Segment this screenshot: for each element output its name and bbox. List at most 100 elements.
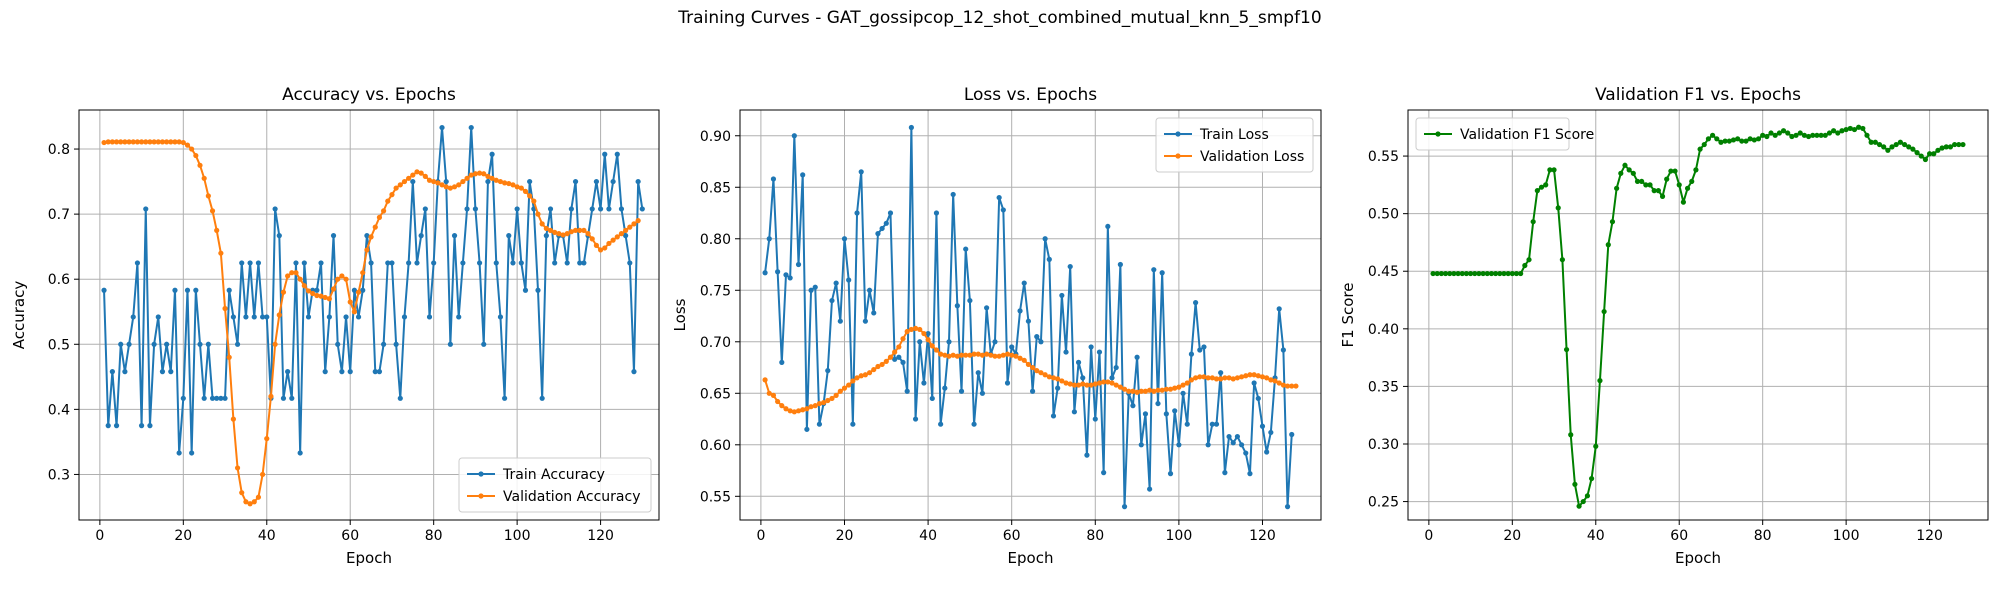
data-point xyxy=(1572,481,1578,487)
data-point xyxy=(1163,386,1169,392)
data-point xyxy=(355,314,362,320)
data-point xyxy=(276,312,282,318)
data-point xyxy=(531,198,537,204)
data-point xyxy=(1209,421,1215,427)
data-point xyxy=(547,227,554,233)
data-point xyxy=(1255,373,1261,379)
data-point xyxy=(1029,388,1036,394)
data-point xyxy=(230,416,236,422)
data-point xyxy=(1289,431,1295,438)
data-point xyxy=(347,369,353,375)
data-point xyxy=(1568,432,1574,438)
data-point xyxy=(414,169,420,175)
data-point xyxy=(1280,382,1286,388)
data-point xyxy=(1088,382,1094,388)
data-point xyxy=(214,395,220,401)
data-point xyxy=(197,341,203,347)
data-point xyxy=(900,336,906,342)
data-point xyxy=(522,287,529,293)
data-point xyxy=(1497,270,1503,277)
data-point xyxy=(376,369,383,375)
data-point xyxy=(1276,380,1282,386)
data-point xyxy=(456,182,462,188)
data-point xyxy=(1080,375,1086,381)
data-point xyxy=(460,260,466,266)
x-axis-title: Epoch xyxy=(346,549,392,567)
data-point xyxy=(1797,130,1803,136)
data-point xyxy=(314,287,320,293)
data-point xyxy=(259,471,266,478)
data-point xyxy=(335,341,341,347)
data-point xyxy=(1063,349,1069,355)
data-point xyxy=(1463,270,1470,277)
data-point xyxy=(1105,379,1111,385)
data-point xyxy=(975,351,981,357)
data-point xyxy=(808,404,814,410)
y-tick-label: 0.70 xyxy=(700,335,731,351)
data-point xyxy=(858,169,864,175)
data-point xyxy=(854,210,860,216)
data-point xyxy=(1876,141,1883,148)
data-point xyxy=(1105,223,1111,230)
data-point xyxy=(589,206,595,212)
data-point xyxy=(197,162,203,168)
data-point xyxy=(1238,374,1245,380)
legend-swatch-marker xyxy=(478,471,484,477)
data-point xyxy=(1772,132,1778,138)
data-point xyxy=(1956,141,1962,148)
data-point xyxy=(825,397,831,404)
data-point xyxy=(422,206,428,212)
data-point xyxy=(833,280,839,286)
data-point xyxy=(933,210,940,216)
data-point xyxy=(376,214,383,220)
data-point xyxy=(1055,385,1061,391)
data-point xyxy=(942,352,948,358)
y-tick-label: 0.90 xyxy=(700,129,731,145)
data-point xyxy=(1029,364,1036,371)
data-point xyxy=(113,139,120,145)
data-point xyxy=(1209,375,1215,381)
data-point xyxy=(1893,141,1899,148)
data-point xyxy=(1538,184,1545,190)
data-point xyxy=(189,450,195,456)
data-point xyxy=(871,310,877,316)
data-point xyxy=(285,273,291,279)
data-point xyxy=(606,240,612,247)
data-point xyxy=(305,314,312,320)
data-point xyxy=(841,385,848,391)
data-point xyxy=(527,178,533,185)
data-point xyxy=(1238,442,1245,448)
data-point xyxy=(770,176,777,182)
data-point xyxy=(218,395,224,401)
data-point xyxy=(800,407,806,413)
data-point xyxy=(1547,167,1553,173)
legend-swatch-marker xyxy=(1175,131,1181,137)
data-point xyxy=(938,421,944,427)
data-point xyxy=(950,352,956,358)
data-point xyxy=(497,178,504,185)
data-point xyxy=(921,330,927,337)
data-point xyxy=(1092,416,1098,422)
data-point xyxy=(1059,378,1065,384)
data-point xyxy=(522,188,529,194)
data-point xyxy=(122,139,128,145)
data-point xyxy=(560,232,566,238)
x-tick-label: 0 xyxy=(756,528,765,544)
data-point xyxy=(439,124,445,131)
data-point xyxy=(118,341,124,347)
data-point xyxy=(272,206,278,212)
data-point xyxy=(226,287,232,293)
data-point xyxy=(280,395,287,401)
data-point xyxy=(564,231,570,237)
data-point xyxy=(581,260,587,266)
data-point xyxy=(1467,270,1474,277)
y-tick-label: 0.35 xyxy=(1368,379,1399,395)
data-point xyxy=(1947,144,1954,150)
data-point xyxy=(134,139,141,145)
data-point xyxy=(846,277,852,283)
data-point xyxy=(875,231,881,237)
data-point xyxy=(1438,270,1444,277)
data-point xyxy=(1268,377,1274,383)
data-point xyxy=(988,352,994,358)
data-point xyxy=(1655,188,1661,194)
